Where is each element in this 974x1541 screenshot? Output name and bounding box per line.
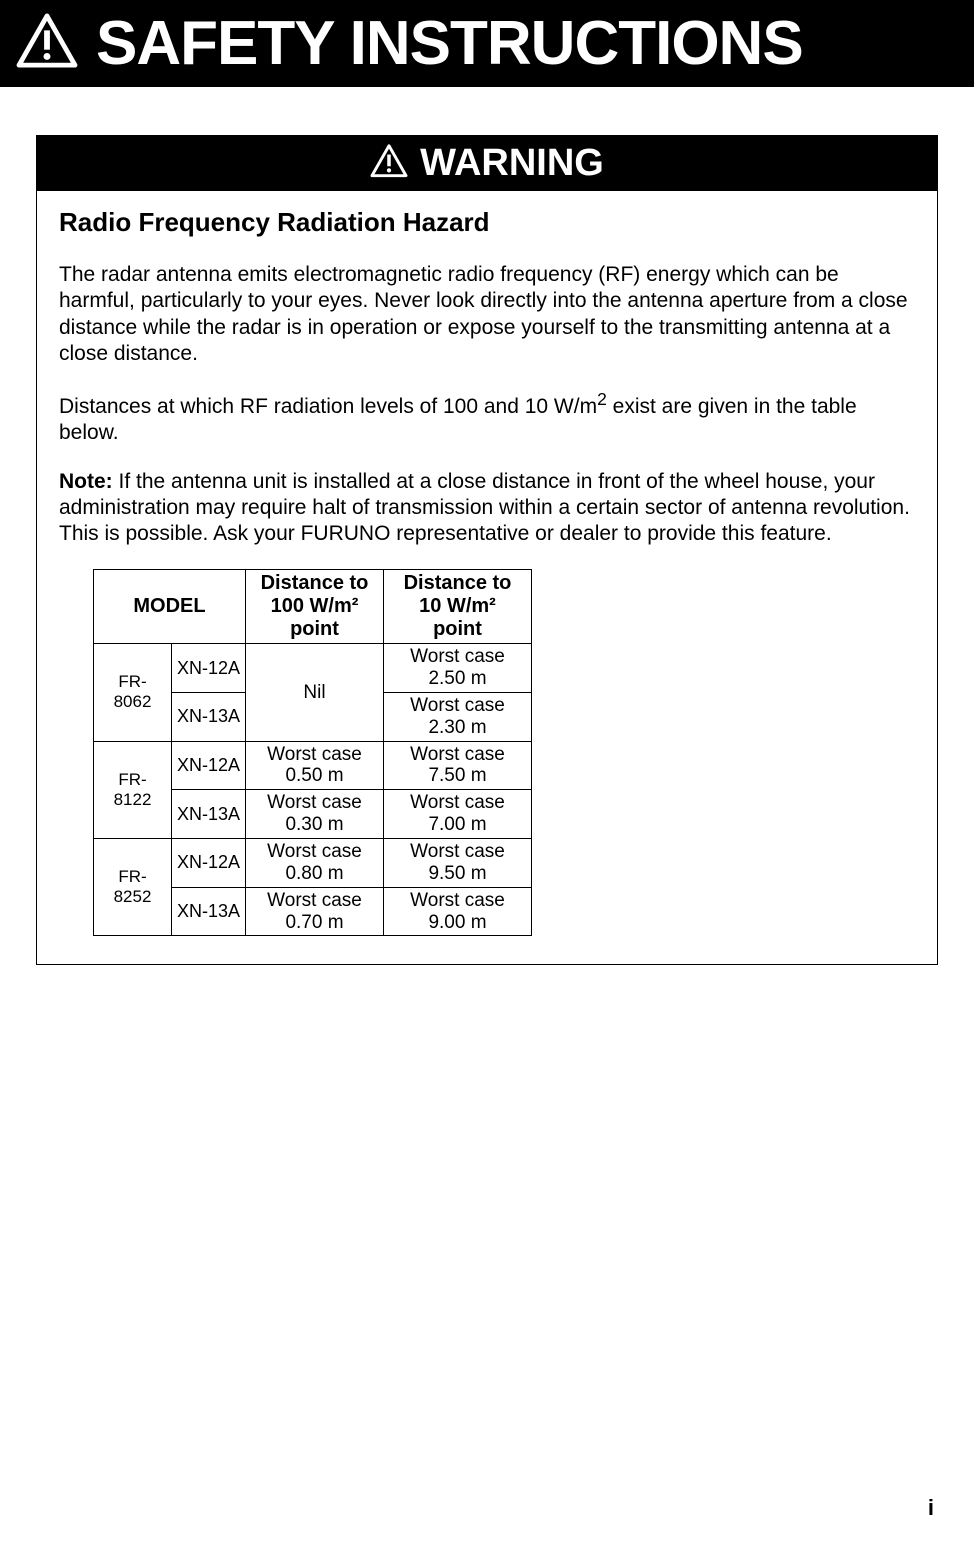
antenna-cell: XN-12A (172, 839, 246, 888)
wc: Worst case (390, 646, 525, 668)
inner-content: Radio Frequency Radiation Hazard The rad… (37, 191, 937, 964)
col-dist10-a: Distance to (404, 572, 512, 594)
wc: Worst case (390, 792, 525, 814)
col-dist100-b: 100 W/m² (271, 595, 359, 617)
wc: Worst case (390, 890, 525, 912)
antenna-cell: XN-13A (172, 790, 246, 839)
warning-triangle-icon (16, 13, 78, 74)
col-model: MODEL (94, 570, 246, 644)
d100-cell: Nil (246, 644, 384, 741)
d10-cell: Worst case 9.00 m (384, 887, 532, 936)
dist: 9.50 m (390, 863, 525, 885)
dist: 0.70 m (252, 912, 377, 934)
antenna-cell: XN-13A (172, 692, 246, 741)
d100-cell: Worst case 0.50 m (246, 741, 384, 790)
wc: Worst case (390, 744, 525, 766)
d10-cell: Worst case 7.50 m (384, 741, 532, 790)
dist: 2.30 m (390, 717, 525, 739)
wc: Worst case (252, 744, 377, 766)
dist: 2.50 m (390, 668, 525, 690)
rf-table: MODEL Distance to 100 W/m² point Distanc… (93, 569, 532, 936)
table-row: FR-8062 XN-12A Nil Worst case 2.50 m (94, 644, 532, 693)
model-cell: FR-8122 (94, 741, 172, 838)
paragraph-2: Distances at which RF radiation levels o… (59, 389, 915, 447)
d100-cell: Worst case 0.70 m (246, 887, 384, 936)
d100-cell: Worst case 0.80 m (246, 839, 384, 888)
wc: Worst case (252, 792, 377, 814)
dist: 7.50 m (390, 765, 525, 787)
model-cell: FR-8062 (94, 644, 172, 741)
note-body: If the antenna unit is installed at a cl… (59, 470, 910, 546)
dist: 0.80 m (252, 863, 377, 885)
col-dist10: Distance to 10 W/m² point (384, 570, 532, 644)
antenna-cell: XN-12A (172, 741, 246, 790)
wc: Worst case (252, 841, 377, 863)
table-row: FR-8252 XN-12A Worst case 0.80 m Worst c… (94, 839, 532, 888)
warning-triangle-icon (370, 144, 408, 183)
d10-cell: Worst case 2.30 m (384, 692, 532, 741)
dist: 9.00 m (390, 912, 525, 934)
warning-label: WARNING (420, 142, 604, 185)
table-header-row: MODEL Distance to 100 W/m² point Distanc… (94, 570, 532, 644)
note-paragraph: Note: If the antenna unit is installed a… (59, 469, 915, 548)
antenna-cell: XN-13A (172, 887, 246, 936)
d10-cell: Worst case 9.50 m (384, 839, 532, 888)
wc: Worst case (390, 695, 525, 717)
page-title-bar: SAFETY INSTRUCTIONS (0, 0, 974, 87)
paragraph-2sup: 2 (597, 389, 607, 409)
wc: Worst case (252, 890, 377, 912)
col-dist10-c: point (433, 618, 482, 640)
col-dist10-b: 10 W/m² (419, 595, 496, 617)
warning-bar: WARNING (37, 136, 937, 191)
table-row: FR-8122 XN-12A Worst case 0.50 m Worst c… (94, 741, 532, 790)
paragraph-2a: Distances at which RF radiation levels o… (59, 395, 597, 418)
page-number: i (928, 1495, 934, 1521)
dist: 0.50 m (252, 765, 377, 787)
model-cell: FR-8252 (94, 839, 172, 936)
note-label: Note: (59, 470, 113, 493)
col-dist100-c: point (290, 618, 339, 640)
col-dist100-a: Distance to (261, 572, 369, 594)
dist: 0.30 m (252, 814, 377, 836)
d10-cell: Worst case 2.50 m (384, 644, 532, 693)
wc: Worst case (390, 841, 525, 863)
antenna-cell: XN-12A (172, 644, 246, 693)
safety-content-box: WARNING Radio Frequency Radiation Hazard… (36, 135, 938, 965)
col-dist100: Distance to 100 W/m² point (246, 570, 384, 644)
d10-cell: Worst case 7.00 m (384, 790, 532, 839)
paragraph-1: The radar antenna emits electromagnetic … (59, 262, 915, 367)
d100-cell: Worst case 0.30 m (246, 790, 384, 839)
section-subheading: Radio Frequency Radiation Hazard (59, 207, 915, 238)
page-title: SAFETY INSTRUCTIONS (96, 8, 803, 79)
dist: 7.00 m (390, 814, 525, 836)
